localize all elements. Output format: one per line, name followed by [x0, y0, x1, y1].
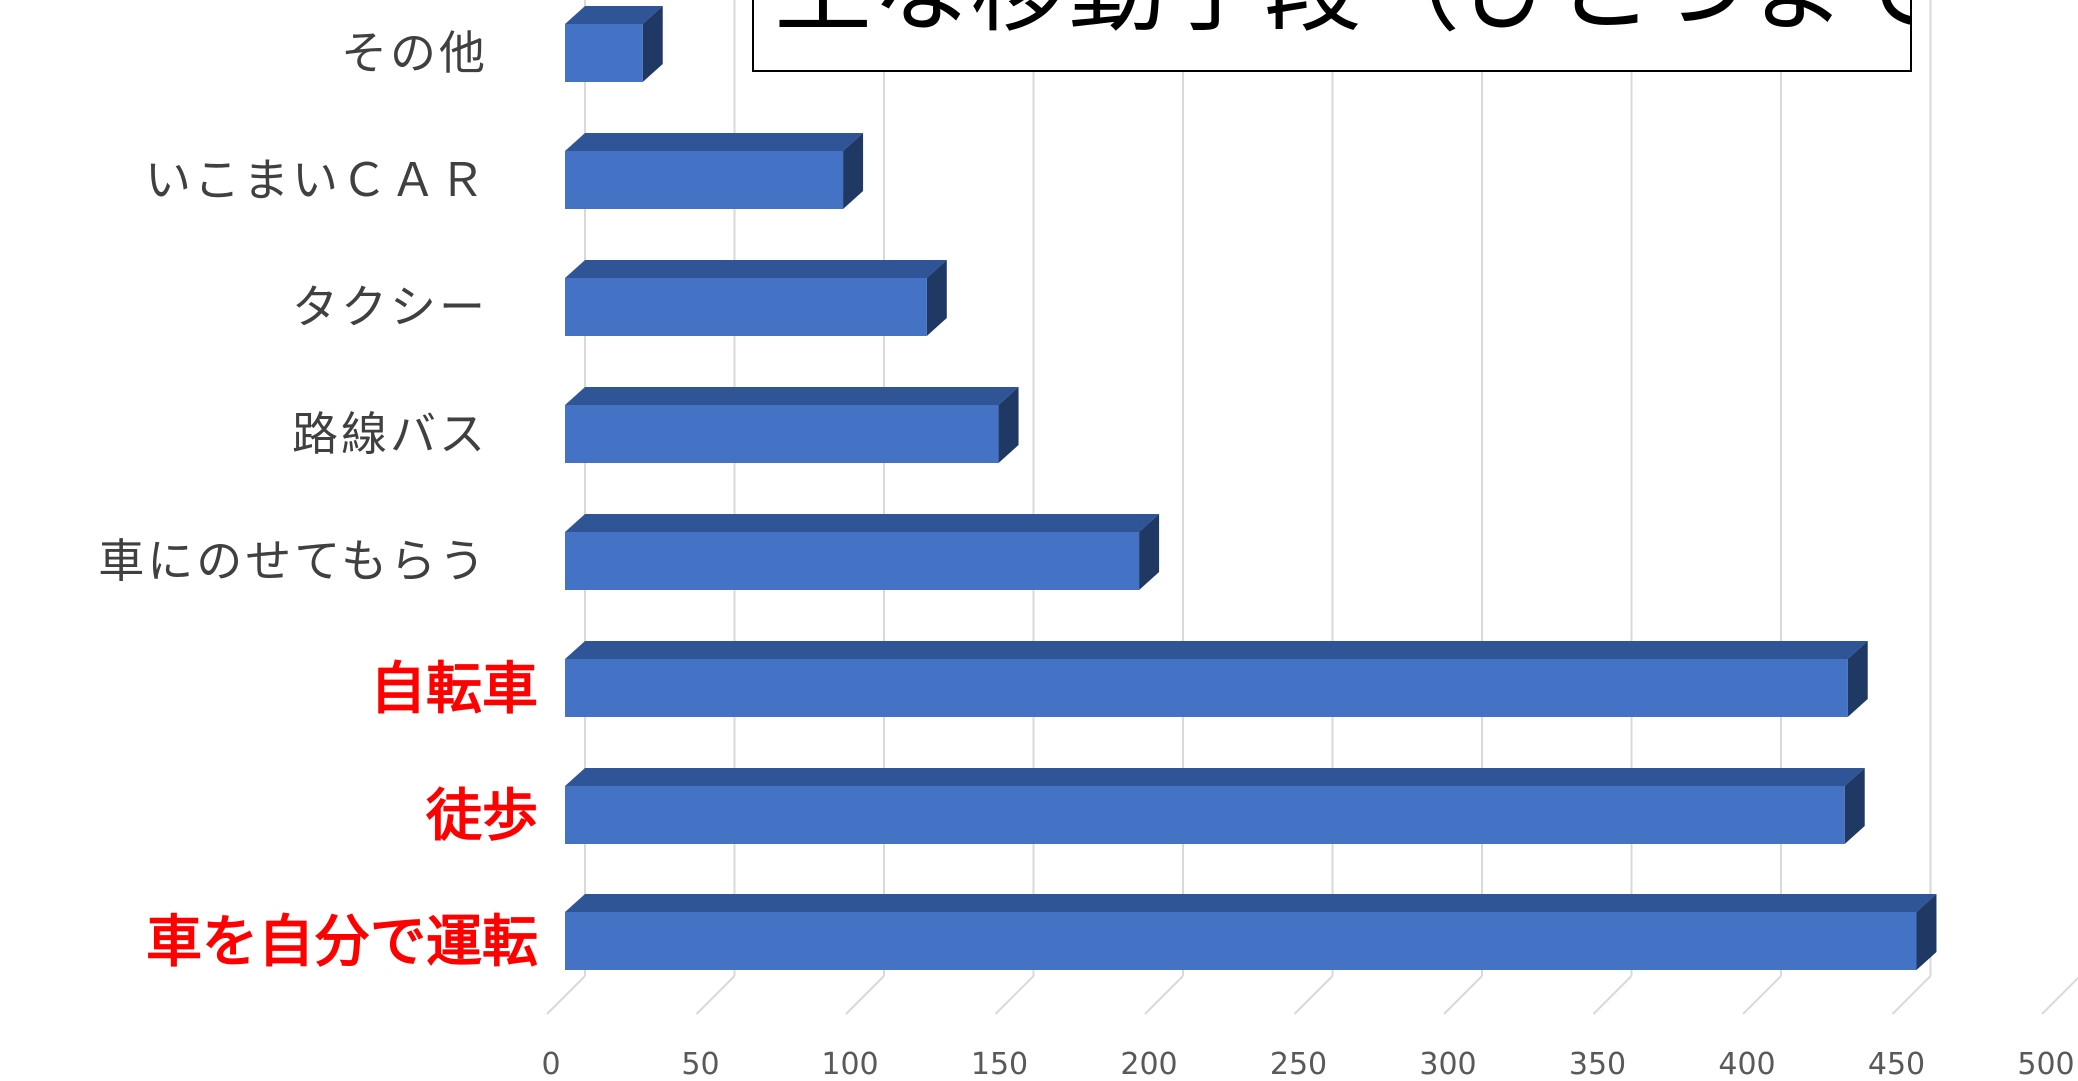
bar — [565, 532, 1140, 590]
floor-gridline — [994, 975, 1035, 1015]
x-tick-label: 50 — [681, 1047, 719, 1081]
category-label: 車にのせてもらう — [98, 534, 488, 588]
x-tick-label: 200 — [1120, 1047, 1177, 1081]
chart-title: 主な移動手段（ひとつまで） — [774, 0, 1910, 38]
x-tick-label: 150 — [971, 1047, 1028, 1081]
x-tick-label: 500 — [2017, 1047, 2074, 1081]
x-tick-label: 0 — [541, 1047, 560, 1081]
bar-side-face — [1916, 894, 1937, 970]
floor-gridline — [845, 975, 885, 1015]
x-tick-label: 400 — [1718, 1047, 1775, 1081]
x-tick-label: 450 — [1868, 1047, 1925, 1081]
bar — [565, 405, 999, 463]
x-tick-label: 300 — [1419, 1047, 1476, 1081]
floor-gridline — [546, 975, 586, 1015]
x-tick-label: 100 — [821, 1047, 878, 1081]
floor-gridline — [1891, 975, 1932, 1015]
bar — [565, 24, 643, 82]
floor-gridline — [1742, 975, 1782, 1015]
category-label: いこまいＣＡＲ — [145, 153, 488, 207]
chart-title-box: 主な移動手段（ひとつまで） — [752, 0, 1912, 72]
floor-gridline — [1592, 975, 1633, 1015]
floor-gridline — [695, 975, 736, 1015]
floor-gridline — [1144, 975, 1184, 1015]
category-label: その他 — [341, 26, 488, 80]
bar-top-face — [565, 260, 947, 278]
bar-top-face — [565, 514, 1160, 532]
floor-gridline — [1443, 975, 1483, 1015]
bar-side-face — [843, 133, 864, 209]
floor-gridline — [1293, 975, 1334, 1015]
category-label: 路線バス — [292, 407, 488, 461]
bar-side-face — [926, 260, 947, 336]
category-label: 車を自分で運転 — [146, 910, 538, 975]
bar — [565, 912, 1917, 970]
bar-top-face — [565, 768, 1865, 786]
bar-top-face — [565, 641, 1868, 659]
bar-side-face — [642, 6, 663, 82]
bar-top-face — [565, 6, 663, 24]
x-tick-label: 250 — [1270, 1047, 1327, 1081]
category-label: 自転車 — [370, 657, 538, 722]
bar-side-face — [1844, 768, 1865, 844]
bar-side-face — [1847, 641, 1868, 717]
category-label: タクシー — [292, 280, 488, 334]
bar — [565, 786, 1845, 844]
bar-side-face — [1139, 514, 1160, 590]
x-tick-label: 350 — [1569, 1047, 1626, 1081]
bar-top-face — [565, 387, 1019, 405]
floor-gridline — [2041, 976, 2078, 1015]
bar-top-face — [565, 133, 864, 151]
category-label: 徒歩 — [425, 784, 538, 849]
bar — [565, 278, 927, 336]
bar-top-face — [565, 894, 1937, 912]
bar — [565, 151, 844, 209]
bar — [565, 659, 1848, 717]
bar-side-face — [998, 387, 1019, 463]
